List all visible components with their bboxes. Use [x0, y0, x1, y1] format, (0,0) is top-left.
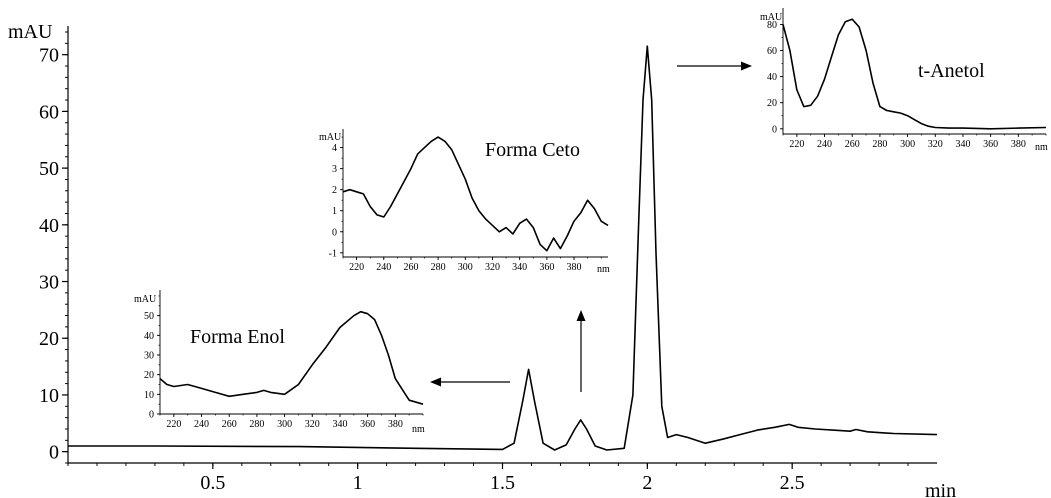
x-tick-label: 320 — [928, 139, 943, 150]
x-tick-label: 340 — [332, 419, 347, 430]
y-tick-label: 70 — [39, 45, 59, 67]
x-tick-label: 340 — [955, 139, 970, 150]
y-axis-label: mAU — [134, 294, 157, 305]
y-tick-label: 0 — [332, 227, 337, 238]
series-line — [68, 45, 938, 451]
x-tick-label: 220 — [166, 419, 181, 430]
x-tick-label: 240 — [194, 419, 209, 430]
inset-t-anetol: 0 20 40 60 80 220 240 260 280 300 320 340 360 380 mAU n… — [760, 8, 1048, 153]
x-tick-label: 260 — [222, 419, 237, 430]
y-tick-label: 20 — [39, 328, 59, 350]
x-tick-label: 380 — [567, 262, 582, 273]
x-tick-label: 220 — [789, 139, 804, 150]
y-tick-label: 40 — [767, 72, 777, 83]
x-tick-label: 300 — [458, 262, 473, 273]
y-tick-label: 30 — [39, 272, 59, 294]
x-tick-label: 260 — [403, 262, 418, 273]
y-tick-label: 4 — [332, 143, 337, 154]
x-tick-label: 240 — [376, 262, 391, 273]
x-axis-label: min — [925, 480, 956, 498]
x-tick-label: 280 — [431, 262, 446, 273]
inset-title: Forma Enol — [190, 326, 285, 348]
y-tick-label: 20 — [767, 98, 777, 109]
x-tick-label: 360 — [539, 262, 554, 273]
y-tick-label: -1 — [329, 248, 337, 259]
inset-title: t-Anetol — [918, 60, 985, 82]
x-tick-label: 360 — [983, 139, 998, 150]
y-axis-label: mAU — [8, 21, 53, 43]
inset-title: Forma Ceto — [485, 139, 580, 161]
y-tick-label: 40 — [144, 331, 154, 342]
x-tick-label: 1.5 — [490, 472, 515, 494]
x-tick-label: 0.5 — [200, 472, 225, 494]
arrow-head-ceto — [576, 310, 586, 321]
series-line — [782, 18, 1047, 130]
x-tick-label: 240 — [817, 139, 832, 150]
y-tick-label: 60 — [39, 101, 59, 123]
y-tick-label: 0 — [772, 124, 777, 135]
y-tick-label: 20 — [144, 370, 154, 381]
y-tick-label: 30 — [144, 351, 154, 362]
x-tick-label: 280 — [872, 139, 887, 150]
annotation-arrows — [430, 61, 752, 392]
y-tick-label: 10 — [39, 385, 59, 407]
x-axis-label: nm — [412, 424, 425, 435]
series-line — [342, 136, 609, 252]
x-tick-label: 320 — [305, 419, 320, 430]
x-tick-label: 340 — [512, 262, 527, 273]
y-tick-label: 2 — [332, 185, 337, 196]
x-axis-label: nm — [597, 264, 610, 275]
y-tick-label: 50 — [39, 158, 59, 180]
x-axis-label: nm — [1035, 142, 1048, 153]
arrow-head-enol — [430, 377, 441, 387]
x-tick-label: 300 — [277, 419, 292, 430]
x-tick-label: 380 — [388, 419, 403, 430]
x-tick-label: 320 — [485, 262, 500, 273]
x-tick-label: 2.5 — [780, 472, 805, 494]
x-tick-label: 1 — [353, 472, 363, 494]
y-tick-label: 1 — [332, 206, 337, 217]
y-axis-label: mAU — [760, 12, 783, 23]
y-tick-label: 50 — [144, 311, 154, 322]
x-tick-label: 2 — [642, 472, 652, 494]
y-axis-label: mAU — [319, 132, 342, 143]
x-tick-label: 280 — [249, 419, 264, 430]
y-tick-label: 10 — [144, 390, 154, 401]
x-tick-label: 220 — [349, 262, 364, 273]
y-tick-label: 60 — [767, 46, 777, 57]
series-line — [159, 310, 424, 405]
y-tick-label: 0 — [149, 410, 154, 421]
x-tick-label: 360 — [360, 419, 375, 430]
inset-forma-enol: 0 10 20 30 40 50 220 240 260 280 300 320 340 360 380 mA… — [134, 290, 425, 435]
arrow-head-anetol — [741, 61, 752, 71]
y-tick-label: 80 — [767, 20, 777, 31]
y-tick-label: 0 — [49, 442, 59, 464]
y-tick-label: 3 — [332, 164, 337, 175]
x-tick-label: 380 — [1011, 139, 1026, 150]
x-tick-label: 260 — [845, 139, 860, 150]
x-tick-label: 300 — [900, 139, 915, 150]
y-tick-label: 40 — [39, 215, 59, 237]
inset-forma-ceto: -1 0 1 2 3 4 220 240 260 280 300 320 340 360 380 mAU nm F… — [319, 129, 610, 275]
